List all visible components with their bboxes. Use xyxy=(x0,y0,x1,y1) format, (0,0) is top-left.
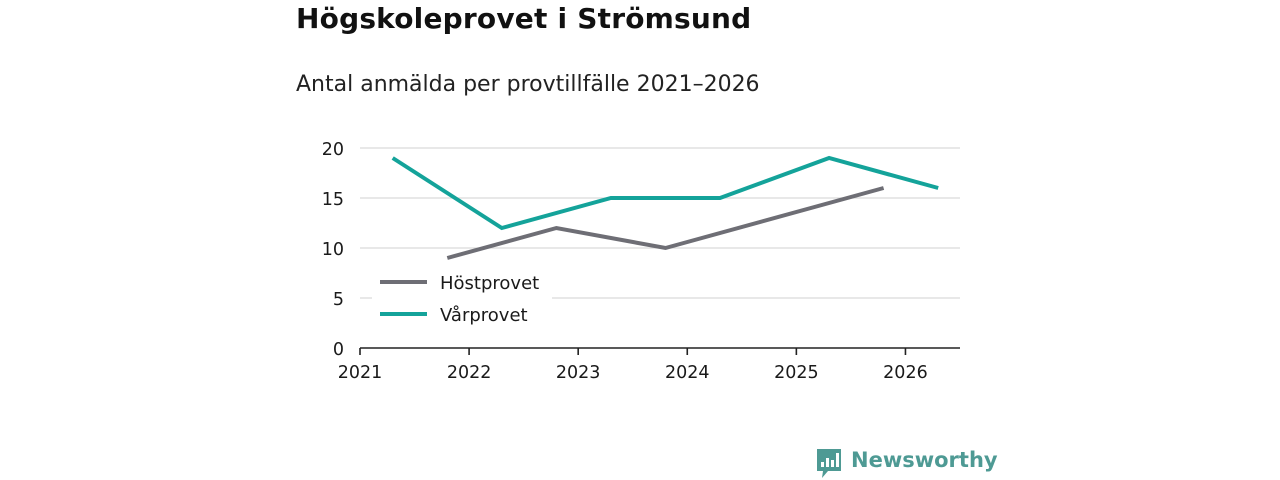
y-tick-label: 10 xyxy=(322,240,344,260)
y-tick-label: 5 xyxy=(333,290,344,310)
chart-subtitle: Antal anmälda per provtillfälle 2021–202… xyxy=(296,72,760,97)
x-tick-label: 2024 xyxy=(665,363,710,383)
y-tick-label: 0 xyxy=(333,340,344,360)
newsworthy-brand: Newsworthy xyxy=(815,446,998,480)
line-chart: 0 5 10 15 20 2021 2022 2023 2024 2025 2026 Höstpr… xyxy=(322,140,960,383)
legend-label: Höstprovet xyxy=(440,273,539,294)
legend: Höstprovet Vårprovet xyxy=(372,266,552,330)
y-tick-label: 20 xyxy=(322,140,344,160)
legend-label: Vårprovet xyxy=(440,305,528,326)
series-lines xyxy=(391,155,939,260)
y-tick-label: 15 xyxy=(322,190,344,210)
x-tick-label: 2021 xyxy=(338,363,383,383)
y-axis-ticks: 0 5 10 15 20 xyxy=(322,140,344,360)
series-line-v-rprovet xyxy=(391,155,939,231)
x-tick-label: 2022 xyxy=(447,363,492,383)
newsworthy-logo-icon xyxy=(817,449,841,478)
x-tick-label: 2026 xyxy=(883,363,928,383)
series-line-h-stprovet xyxy=(446,186,885,260)
x-tick-label: 2025 xyxy=(774,363,819,383)
x-axis: 2021 2022 2023 2024 2025 2026 xyxy=(338,347,960,383)
chart-title: Högskoleprovet i Strömsund xyxy=(296,2,752,35)
legend-background xyxy=(372,266,552,330)
x-tick-label: 2023 xyxy=(556,363,601,383)
brand-name: Newsworthy xyxy=(851,448,998,472)
